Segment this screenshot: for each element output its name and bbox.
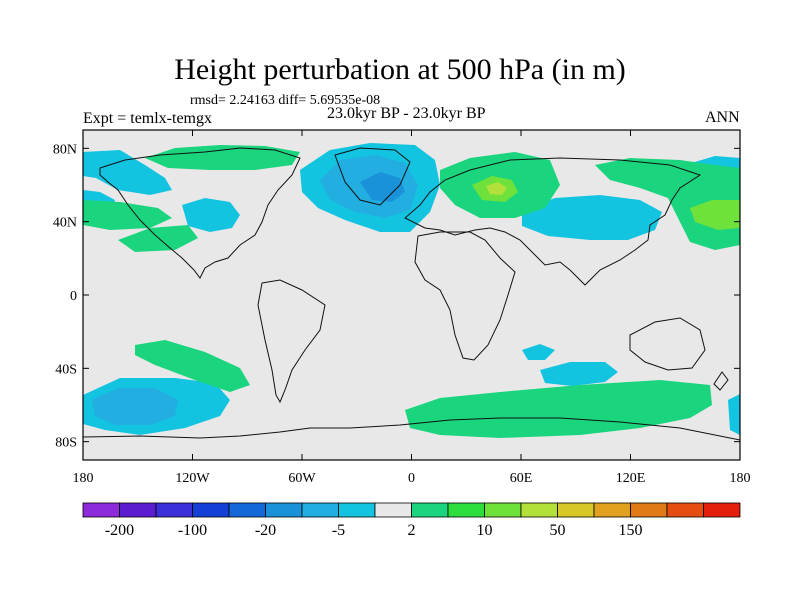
- colorbar-label: 2: [408, 522, 416, 539]
- colorbar-label: 10: [477, 522, 493, 539]
- field-russia-core-pos: [486, 182, 507, 195]
- field-arctic-canada-pos: [145, 145, 300, 170]
- colorbar-swatch: [703, 502, 741, 518]
- coast-north-america: [99, 147, 301, 279]
- lat-tick-label: 80S: [55, 436, 77, 451]
- colorbar-swatch: [192, 502, 230, 518]
- colorbar-swatch: [557, 502, 595, 518]
- field-greenland-core-neg: [360, 172, 405, 202]
- colorbar-swatch: [338, 502, 376, 518]
- colorbar-swatch: [411, 502, 449, 518]
- coastlines: [83, 147, 740, 441]
- colorbar-swatch: [374, 502, 412, 518]
- field-east-nz-neg: [728, 394, 740, 435]
- stats-text: rmsd= 2.24163 diff= 5.69535e-08: [190, 93, 381, 108]
- lon-tick-label: 120W: [175, 471, 210, 486]
- field-south-pacific-pos: [135, 340, 250, 392]
- colorbar-label: 50: [550, 522, 566, 539]
- longitude-axis: 180 120W 60W 0 60E 120E 180: [73, 130, 751, 486]
- lon-tick-label: 180: [73, 471, 94, 486]
- colorbar-swatch: [447, 502, 485, 518]
- lon-tick-label: 120E: [616, 471, 646, 486]
- field-pacific-west-coast-pos: [118, 225, 198, 252]
- colorbar-swatch: [666, 502, 704, 518]
- coast-south-america: [257, 279, 326, 404]
- lat-tick-label: 40S: [55, 362, 77, 377]
- coast-new-zealand: [713, 371, 729, 391]
- field-northeast-pacific-pos: [83, 200, 172, 230]
- map-title: Height perturbation at 500 hPa (in m): [174, 53, 626, 86]
- lon-tick-label: 180: [730, 471, 751, 486]
- anomaly-fields: [83, 143, 740, 438]
- field-nw-pacific-strong-pos: [690, 200, 740, 230]
- coast-australia: [629, 317, 706, 371]
- lat-tick-label: 80N: [53, 142, 77, 157]
- colorbar-swatch: [520, 502, 558, 518]
- period-label: 23.0kyr BP - 23.0kyr BP: [327, 105, 486, 122]
- field-north-pacific-neg: [83, 150, 172, 195]
- coast-greenland: [334, 147, 411, 206]
- field-north-pacific-east-pos: [595, 158, 740, 250]
- lat-tick-label: 0: [70, 289, 77, 304]
- field-southern-indian-neg: [540, 362, 618, 386]
- coast-europe-asia: [404, 157, 702, 286]
- latitude-axis: 80N 40N 0 40S 80S: [53, 142, 740, 451]
- colorbar-label: -5: [332, 522, 345, 539]
- field-central-asia-neg: [522, 195, 662, 240]
- colorbar-swatch: [301, 502, 339, 518]
- colorbar-label: -200: [105, 522, 134, 539]
- lon-tick-label: 60E: [510, 471, 533, 486]
- colorbar: -200 -100 -20 -5 2 10 50 150: [82, 502, 741, 539]
- colorbar-label: 150: [619, 522, 643, 539]
- field-north-america-east-neg: [182, 198, 240, 232]
- experiment-label: Expt = temlx-temgx: [83, 110, 212, 127]
- field-south-pacific-strong-neg: [92, 388, 178, 425]
- colorbar-label: -20: [255, 522, 276, 539]
- lon-tick-label: 60W: [288, 471, 316, 486]
- colorbar-swatch: [630, 502, 668, 518]
- colorbar-swatch: [228, 502, 266, 518]
- lat-tick-label: 40N: [53, 216, 77, 231]
- colorbar-swatch: [155, 502, 193, 518]
- lon-tick-label: 0: [408, 471, 415, 486]
- colorbar-swatch: [119, 502, 157, 518]
- coast-africa: [414, 231, 516, 361]
- colorbar-swatch: [593, 502, 631, 518]
- coast-antarctica: [83, 417, 740, 441]
- colorbar-swatch: [82, 502, 120, 518]
- colorbar-swatch: [484, 502, 522, 518]
- colorbar-swatch: [265, 502, 303, 518]
- colorbar-label: -100: [178, 522, 207, 539]
- season-label: ANN: [705, 109, 740, 126]
- field-small-indian-neg: [522, 344, 555, 360]
